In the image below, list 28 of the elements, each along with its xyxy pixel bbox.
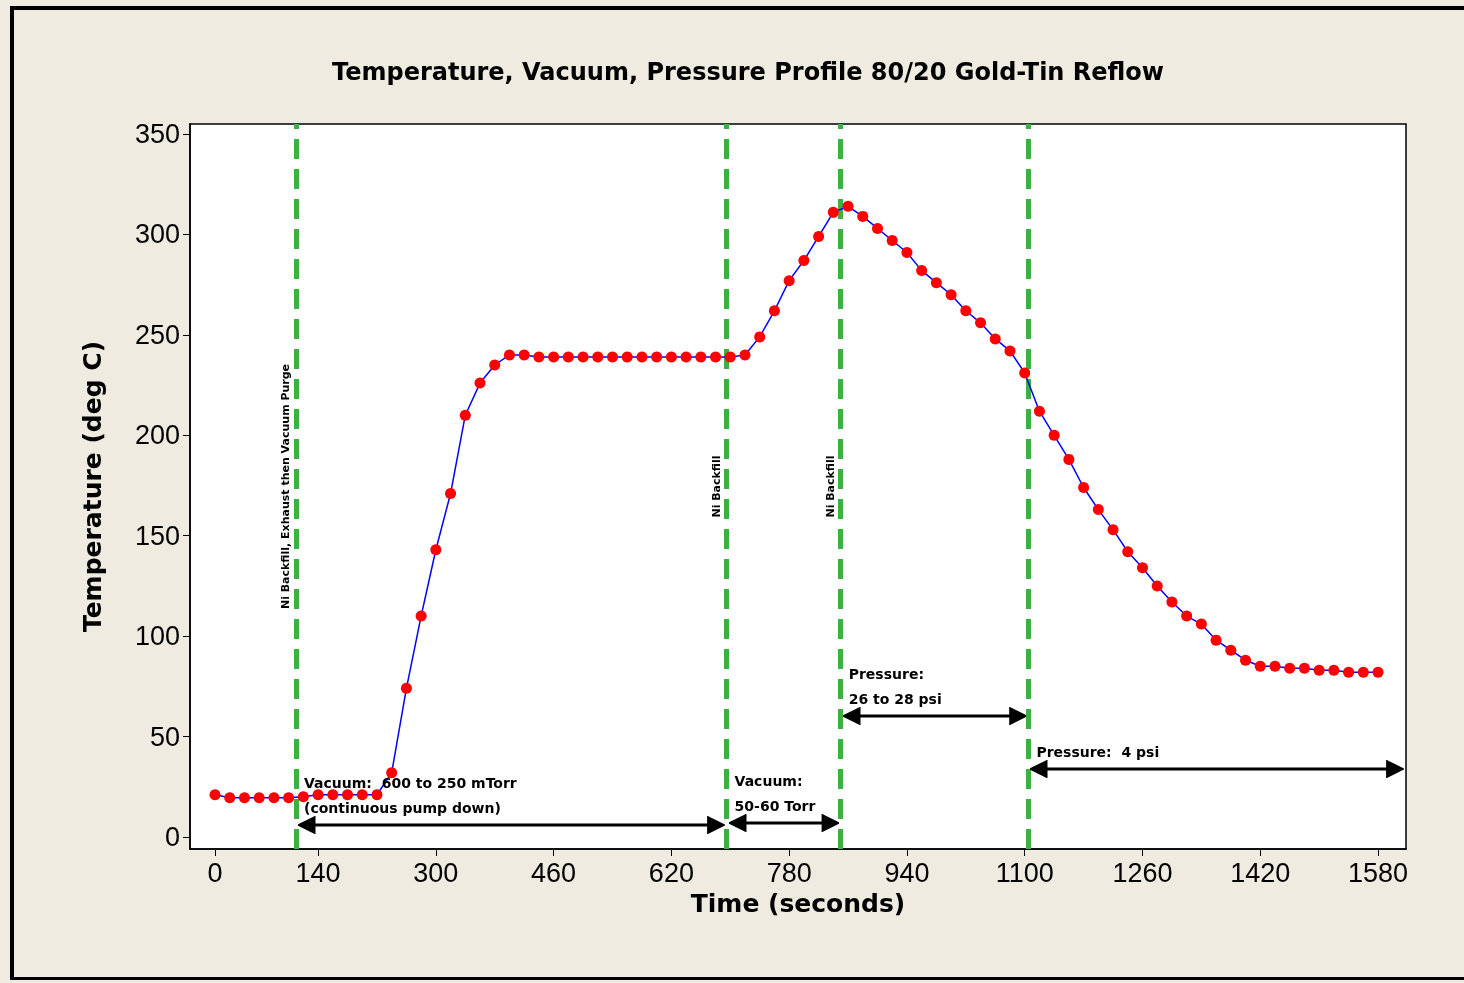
y-tick-label: 50 <box>149 721 180 752</box>
x-tick-label: 620 <box>648 857 694 888</box>
y-axis-title: Temperature (deg C) <box>78 340 107 633</box>
ref-line-label: Ni Backfill <box>709 455 723 518</box>
y-tick-label: 350 <box>134 119 180 150</box>
x-tick-label: 0 <box>207 857 223 888</box>
x-tick-label: 940 <box>884 857 930 888</box>
y-tick-label: 200 <box>134 420 180 451</box>
x-tick-label: 140 <box>295 857 341 888</box>
x-axis-title: Time (seconds) <box>690 889 906 918</box>
x-tick-label: 1100 <box>995 857 1054 888</box>
ref-line-label: Ni Backfill, Exhaust then Vacuum Purge <box>279 363 292 610</box>
x-tick-label: 1420 <box>1230 857 1291 888</box>
x-tick-label: 1260 <box>1112 857 1173 888</box>
x-tick-label: 1580 <box>1347 857 1409 888</box>
x-tick-label: 300 <box>413 857 459 888</box>
y-tick-label: 250 <box>134 319 180 350</box>
x-tick-label: 460 <box>531 857 577 888</box>
x-tick-label: 780 <box>766 857 812 888</box>
y-tick-label: 100 <box>134 621 180 652</box>
annotation: Pressure: 4 psi <box>1036 742 1160 762</box>
annotation: Vacuum: 50-60 Torr <box>734 771 816 816</box>
y-tick-label: 300 <box>134 219 180 250</box>
ref-line-label: Ni Backfill <box>823 455 837 518</box>
annotation: Pressure: 26 to 28 psi <box>848 665 942 710</box>
y-tick-label: 0 <box>164 821 180 852</box>
chart-title: Temperature, Vacuum, Pressure Profile 80/20 Gold-Tin Reflow <box>331 58 1165 86</box>
y-tick-label: 150 <box>134 520 180 551</box>
